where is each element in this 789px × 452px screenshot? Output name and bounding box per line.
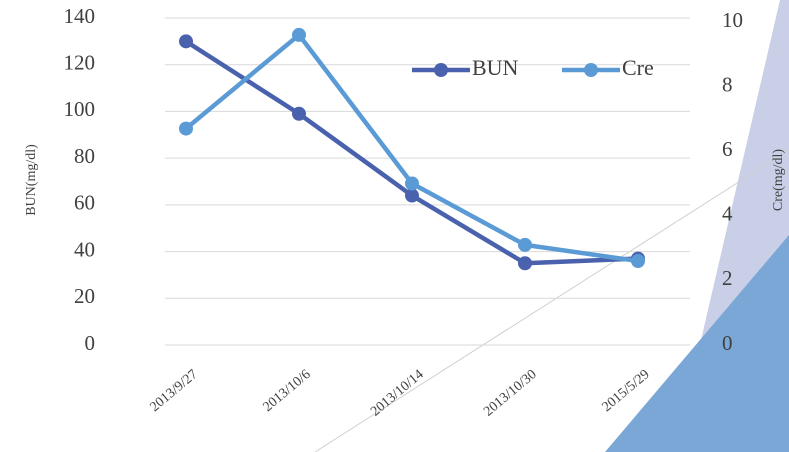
data-point	[179, 34, 193, 49]
x-tick-label: 2013/10/30	[481, 367, 540, 419]
y2-tick-label: 8	[722, 72, 733, 96]
y-tick-label: 120	[64, 51, 96, 75]
x-tick-label: 2013/10/6	[261, 367, 314, 415]
data-point	[405, 188, 419, 203]
y-tick-label: 40	[74, 237, 95, 261]
data-point	[292, 27, 306, 42]
y-tick-label: 140	[64, 4, 96, 28]
y2-tick-label: 6	[722, 137, 733, 161]
x-tick-label: 2013/10/14	[368, 367, 427, 419]
decor-line	[314, 149, 789, 452]
data-point	[292, 106, 306, 121]
legend-label: Cre	[622, 55, 654, 80]
data-point	[518, 256, 532, 271]
decor-triangle	[605, 235, 789, 452]
x-tick-label: 2013/9/27	[148, 367, 201, 415]
y2-tick-label: 0	[722, 331, 733, 355]
y-tick-label: 0	[85, 331, 96, 355]
data-point	[518, 237, 532, 252]
y-tick-label: 60	[74, 191, 95, 215]
data-point	[631, 254, 645, 269]
y2-tick-label: 2	[722, 266, 733, 290]
y-tick-label: 100	[64, 97, 96, 121]
y2-tick-label: 10	[722, 8, 743, 32]
y2-axis-title: Cre(mg/dl)	[771, 149, 786, 212]
data-point	[405, 176, 419, 191]
y-tick-label: 80	[74, 144, 95, 168]
y-tick-label: 20	[74, 284, 95, 308]
y-axis-title: BUN(mg/dl)	[24, 144, 39, 216]
legend-marker	[584, 63, 598, 77]
legend-label: BUN	[472, 55, 519, 80]
data-point	[179, 121, 193, 136]
y2-tick-label: 4	[722, 202, 733, 226]
legend-marker	[434, 63, 448, 77]
